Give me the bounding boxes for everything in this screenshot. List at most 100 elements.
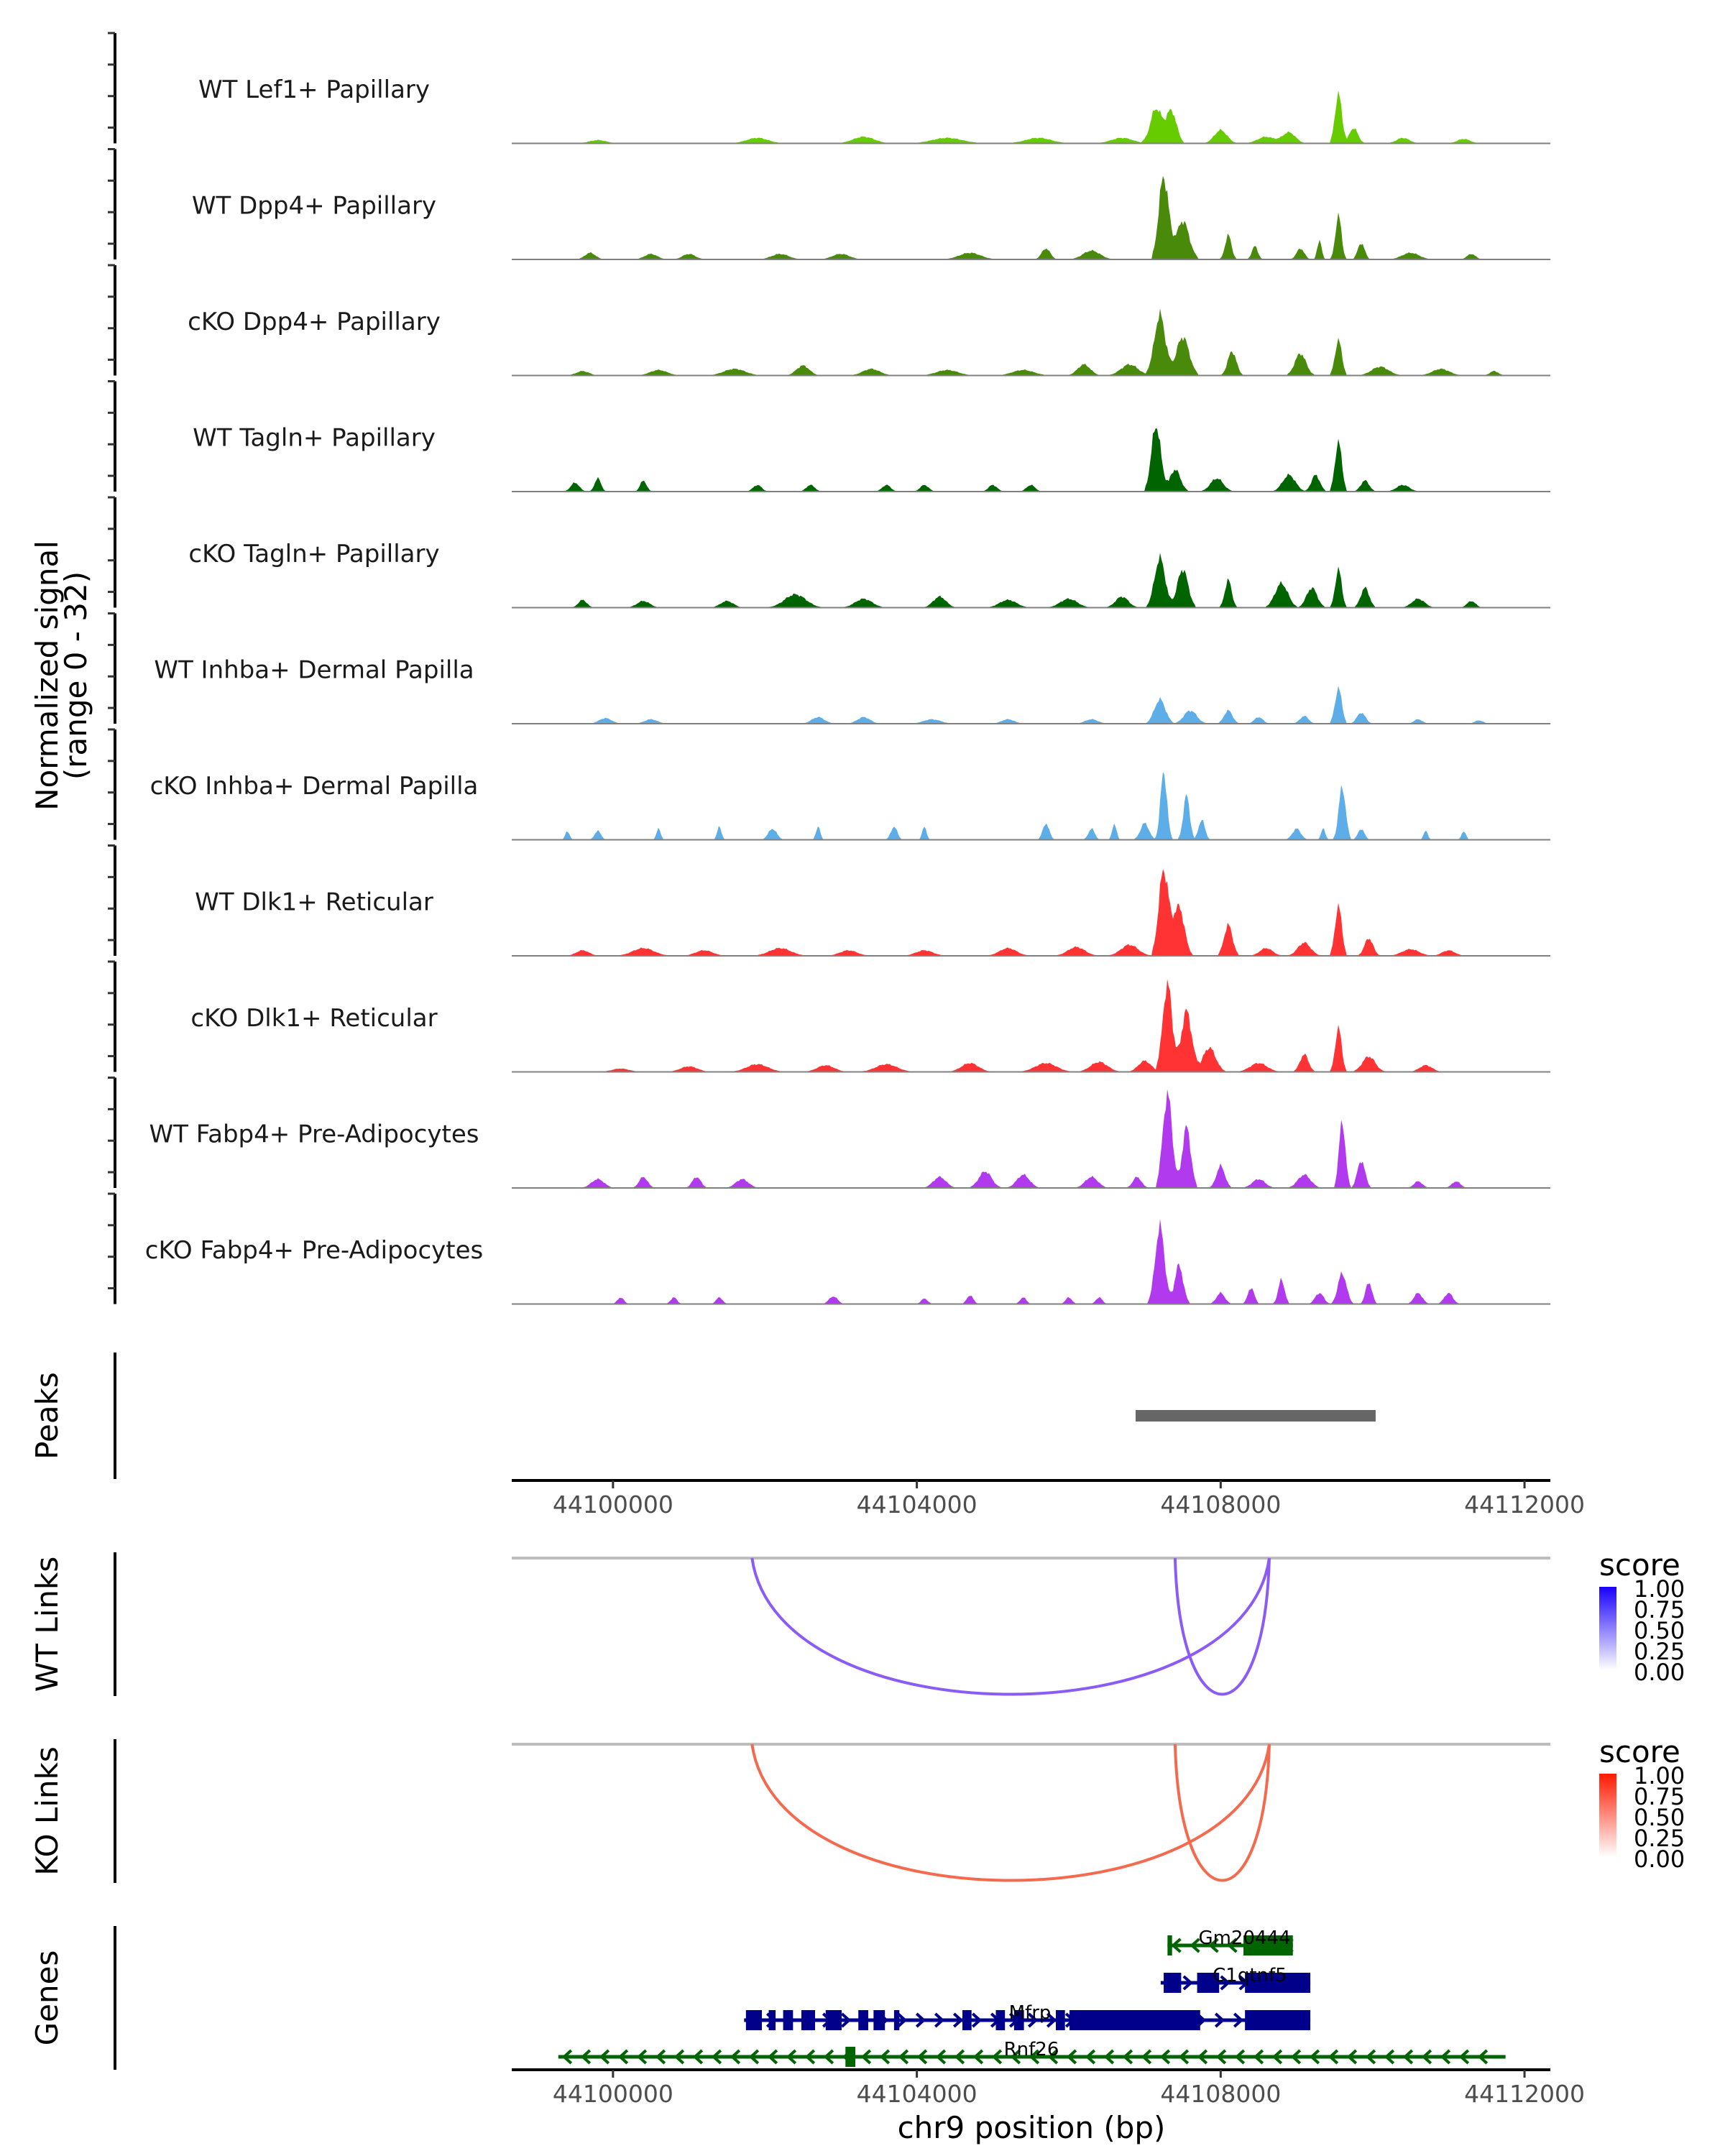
strand-arrow	[1208, 1938, 1219, 1953]
signal-area	[512, 1218, 1550, 1304]
gene-exon	[1013, 2010, 1024, 2030]
strand-arrow	[561, 2049, 573, 2065]
strand-arrow	[1171, 1938, 1182, 1953]
track-label: cKO Dpp4+ Papillary	[188, 308, 441, 336]
legend-tick-label: 0.25	[1634, 1825, 1685, 1852]
strand-arrow	[673, 2049, 685, 2065]
strand-arrow	[1346, 2049, 1358, 2065]
strand-arrow	[934, 2012, 945, 2028]
strand-arrow	[1227, 1938, 1238, 1953]
strand-arrow	[1085, 2049, 1096, 2065]
strand-arrow	[1253, 2049, 1264, 2065]
gene-exon	[768, 2010, 776, 2030]
strand-arrow	[1027, 2012, 1039, 2028]
strand-arrow	[1458, 2049, 1470, 2065]
wt-links-track-label: WT Links	[29, 1557, 65, 1692]
link-arc	[750, 1743, 1271, 1882]
signal-tracks: WT Lef1+ Papillary WT Dpp4+ Papillary cKO …	[145, 75, 1550, 1305]
strand-arrow	[916, 2049, 928, 2065]
track-label: cKO Fabp4+ Pre-Adipocytes	[145, 1236, 484, 1265]
strand-arrow	[898, 2049, 909, 2065]
gene-exon	[1243, 1935, 1293, 1955]
strand-arrow	[1066, 2049, 1077, 2065]
peak-regions	[1135, 1410, 1376, 1422]
signal-area	[512, 979, 1550, 1072]
genes-track: Genes Gm20444 C1qtnf5 Mfrp Rnf26	[29, 1926, 1506, 2070]
track-label: cKO Dlk1+ Reticular	[190, 1004, 437, 1033]
strand-arrow	[840, 2012, 852, 2028]
signal-y-axis	[108, 32, 116, 1304]
x-axis-title: chr9 position (bp)	[898, 2110, 1166, 2145]
peak-region	[1135, 1410, 1376, 1422]
track-label: WT Dpp4+ Papillary	[192, 192, 436, 221]
signal-track: WT Dlk1+ Reticular	[195, 869, 1550, 957]
x-tick-label: 44104000	[857, 2080, 978, 2108]
x-axis-bottom: 44100000 44104000 44108000 44112000	[512, 2068, 1585, 2108]
strand-arrow	[1197, 2049, 1208, 2065]
strand-arrow	[636, 2049, 648, 2065]
strand-arrow	[617, 2049, 629, 2065]
strand-arrow	[1046, 2012, 1057, 2028]
signal-track: cKO Dlk1+ Reticular	[190, 979, 1550, 1073]
link-arc	[1173, 1557, 1271, 1696]
x-tick-label: 44100000	[553, 1491, 673, 1519]
gene-exon	[745, 2010, 763, 2030]
strand-arrow	[1029, 2049, 1040, 2065]
signal-area	[512, 90, 1550, 144]
x-tick-label: 44108000	[1160, 1491, 1281, 1519]
y-axis-title: Normalized signal (range 0 - 32)	[29, 540, 93, 811]
track-label: WT Tagln+ Papillary	[193, 424, 436, 453]
gene-label: C1qtnf5	[1213, 1965, 1287, 1986]
strand-arrow	[692, 2049, 704, 2065]
gene-exon	[893, 2010, 900, 2030]
legend-tick-label: 0.25	[1634, 1638, 1685, 1665]
signal-track: WT Dpp4+ Papillary	[192, 175, 1550, 260]
strand-arrow	[655, 2049, 666, 2065]
strand-arrow	[1214, 2012, 1225, 2028]
link-arc	[1173, 1743, 1271, 1882]
peaks-track-label: Peaks	[29, 1372, 65, 1460]
gene-exon	[1070, 2010, 1200, 2030]
strand-arrow	[1440, 2049, 1451, 2065]
legend-tick-label: 1.00	[1634, 1762, 1685, 1789]
legend-colorbar	[1599, 1774, 1616, 1857]
strand-arrow	[991, 2049, 1003, 2065]
gene-model: C1qtnf5	[1160, 1965, 1311, 1993]
genes-track-label: Genes	[29, 1950, 65, 2046]
strand-arrow	[1384, 2049, 1395, 2065]
signal-area	[512, 308, 1550, 376]
gene-exon	[1245, 1973, 1311, 1993]
wt-links	[512, 1557, 1550, 1696]
strand-arrow	[786, 2049, 797, 2065]
strand-arrow	[1477, 2049, 1489, 2065]
strand-arrow	[1421, 2049, 1432, 2065]
gene-exon	[845, 2047, 856, 2067]
strand-arrow	[1402, 2049, 1414, 2065]
strand-arrow	[1182, 1975, 1193, 1991]
gene-models: Gm20444 C1qtnf5 Mfrp Rnf26	[558, 1927, 1506, 2067]
signal-track: WT Inhba+ Dermal Papilla	[154, 656, 1550, 724]
x-axis-middle: 44100000 44104000 44108000 44112000	[512, 1479, 1585, 1519]
legend-colorbar	[1599, 1587, 1616, 1670]
signal-area	[512, 553, 1550, 608]
x-tick-label: 44104000	[857, 1491, 978, 1519]
link-arc	[750, 1557, 1271, 1696]
track-label: WT Inhba+ Dermal Papilla	[154, 656, 474, 685]
gene-label: Rnf26	[1004, 2039, 1059, 2060]
strand-arrow	[1234, 2049, 1246, 2065]
strand-arrow	[1178, 2049, 1190, 2065]
strand-arrow	[1010, 2049, 1021, 2065]
strand-arrow	[879, 2049, 891, 2065]
legend-title: score	[1599, 1547, 1680, 1583]
strand-arrow	[1159, 2049, 1171, 2065]
x-tick-label: 44100000	[553, 2080, 673, 2108]
gene-model: Rnf26	[558, 2039, 1506, 2067]
strand-arrow	[767, 2049, 778, 2065]
legend-tick-label: 0.50	[1634, 1617, 1685, 1644]
signal-track: cKO Inhba+ Dermal Papilla	[150, 772, 1550, 841]
strand-arrow	[599, 2049, 610, 2065]
strand-arrow	[711, 2049, 722, 2065]
strand-arrow	[1103, 2049, 1115, 2065]
legend-tick-label: 0.50	[1634, 1804, 1685, 1831]
